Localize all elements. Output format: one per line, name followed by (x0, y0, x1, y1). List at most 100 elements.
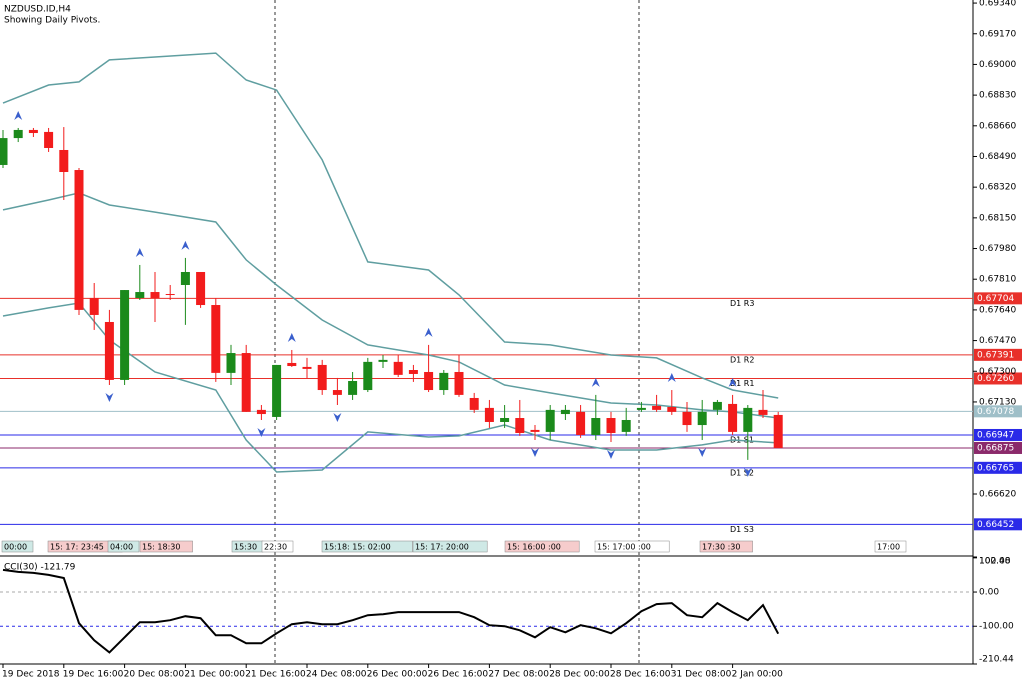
candle-body (211, 305, 221, 373)
indicator-title: CCI(30) -121.79 (4, 563, 76, 573)
session-label: 15:18: 15: 02:00 (324, 543, 391, 552)
session-box (261, 540, 294, 553)
session-box (699, 540, 753, 553)
y-tick-label: 0.67300 (979, 367, 1016, 377)
y-tick-label: 0.68490 (979, 152, 1016, 162)
candle-body (89, 297, 99, 315)
y-tick-label: 0.67130 (979, 397, 1016, 407)
session-label: 00:00 (4, 543, 27, 552)
candle-body (515, 418, 525, 433)
x-tick-label: 21 Dec 16:00 (245, 670, 306, 680)
pivot-name: D1 S2 (730, 468, 754, 477)
fractal-down (257, 427, 266, 437)
chart-subtitle: Showing Daily Pivots. (4, 16, 100, 26)
candle-body (743, 407, 753, 432)
candle-body (530, 429, 540, 432)
y-tick-label: 102.48 (979, 557, 1011, 567)
session-label: 17:30 :30 (702, 543, 740, 552)
pivot-name: D1 S3 (730, 525, 754, 534)
price-label: 0.67260 (977, 374, 1014, 384)
candle-body (104, 321, 114, 380)
session-box (321, 540, 413, 553)
session-label: 15: 18:30 (142, 543, 180, 552)
session-label: 22:30 (264, 543, 287, 552)
session-box (874, 540, 907, 553)
price-label: 0.67391 (977, 350, 1014, 360)
candle-body (256, 409, 266, 415)
candle-body (636, 407, 646, 410)
candle-body (712, 401, 722, 410)
price-label-box (974, 461, 1022, 474)
price-label: 0.66452 (977, 520, 1014, 530)
pivot-name: D1 R3 (730, 299, 754, 308)
candle-body (728, 403, 738, 432)
candle-body (302, 366, 312, 369)
candle-body (591, 418, 601, 435)
session-box (139, 540, 193, 553)
candle-body (667, 407, 677, 412)
fractal-up (591, 377, 600, 387)
candle-body (545, 409, 555, 432)
candle-body (150, 292, 160, 298)
x-tick-label: 31 Dec 08:00 (671, 670, 732, 680)
fractal-up (667, 373, 676, 383)
session-label: 15: 17:00 :00 (597, 543, 651, 552)
x-tick-label: 26 Dec 00:00 (367, 670, 428, 680)
candle-body (469, 397, 479, 410)
pivot-name: D1 R2 (730, 355, 754, 364)
fractal-up (287, 332, 296, 342)
candle-body (606, 418, 616, 433)
session-box (504, 540, 580, 553)
candle-body (74, 170, 84, 310)
y-tick-label: 0.67810 (979, 275, 1016, 285)
x-tick-label: 19 Dec 16:00 (63, 670, 124, 680)
y-tick-label: 0.68320 (979, 183, 1016, 193)
candle-body (272, 364, 282, 417)
session-label: 04:00 (110, 543, 133, 552)
candle-body (317, 364, 327, 391)
session-box (1, 540, 34, 553)
price-label-box (974, 405, 1022, 418)
candle-body (28, 129, 38, 134)
candle-body (287, 362, 297, 367)
chart-title: NZDUSD.ID,H4 (4, 5, 71, 15)
fractal-up (14, 110, 23, 120)
price-label-box (974, 441, 1022, 454)
band-line (2, 52, 779, 399)
fractal-down (698, 448, 707, 458)
y-tick-label: 0.66620 (979, 489, 1016, 499)
x-tick-label: 26 Dec 16:00 (428, 670, 489, 680)
y-tick-label: 0.67980 (979, 244, 1016, 254)
price-label-box (974, 292, 1022, 305)
x-tick-label: 28 Dec 00:00 (549, 670, 610, 680)
y-tick-label: 0.69170 (979, 29, 1016, 39)
candle-body (621, 419, 631, 432)
candle-body (560, 409, 570, 415)
session-box (412, 540, 488, 553)
candle-body (393, 361, 403, 375)
candle-body (332, 390, 342, 395)
candle-body (378, 359, 388, 362)
session-box (594, 540, 670, 553)
fractal-up (135, 247, 144, 257)
candle-body (454, 371, 464, 395)
candle-body (0, 138, 8, 165)
candle-body (348, 381, 358, 395)
fractal-down (531, 448, 539, 458)
candle-body (241, 353, 251, 412)
price-label: 0.66947 (977, 430, 1014, 440)
fractal-up (728, 377, 737, 387)
candle-body (120, 290, 130, 380)
fractal-up (424, 327, 433, 337)
x-tick-label: 27 Dec 08:00 (488, 670, 549, 680)
candle-body (500, 418, 510, 422)
session-label: 15: 17: 20:00 (415, 543, 469, 552)
x-tick-label: 19 Dec 2018 (2, 670, 60, 680)
price-label-box (974, 428, 1022, 441)
price-label: 0.66875 (977, 443, 1014, 453)
cci-line (2, 568, 780, 654)
y-tick-label: 0.69340 (979, 0, 1016, 9)
